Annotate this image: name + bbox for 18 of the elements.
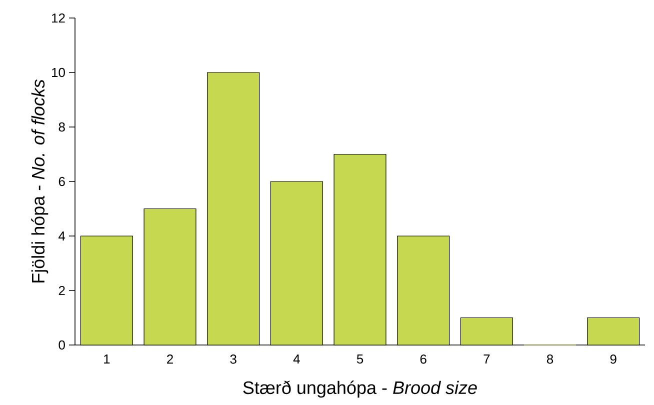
- x-tick-label: 9: [610, 354, 616, 364]
- x-tick-label: 5: [356, 354, 364, 364]
- x-tick-label: 7: [484, 354, 490, 364]
- y-tick-label: 4: [58, 232, 66, 240]
- x-axis-title: Stærð ungahópa - Brood size: [243, 380, 477, 398]
- y-tick-label: 0: [58, 340, 65, 350]
- x-tick-label: 1: [104, 354, 110, 364]
- y-tick-label: 10: [52, 68, 65, 78]
- y-tick-label: 12: [52, 13, 65, 23]
- x-tick-label: 8: [546, 354, 554, 364]
- x-tick-label: 6: [420, 354, 426, 364]
- y-tick-label: 6: [58, 176, 65, 186]
- y-axis-title: Fjöldi hópa - No. of flocks: [31, 80, 48, 282]
- x-tick-label: 2: [167, 354, 173, 364]
- x-tick-label: 3: [230, 354, 236, 364]
- y-tick-label: 8: [58, 122, 65, 132]
- x-tick-label: 4: [293, 354, 300, 364]
- y-tick-label: 2: [58, 286, 65, 296]
